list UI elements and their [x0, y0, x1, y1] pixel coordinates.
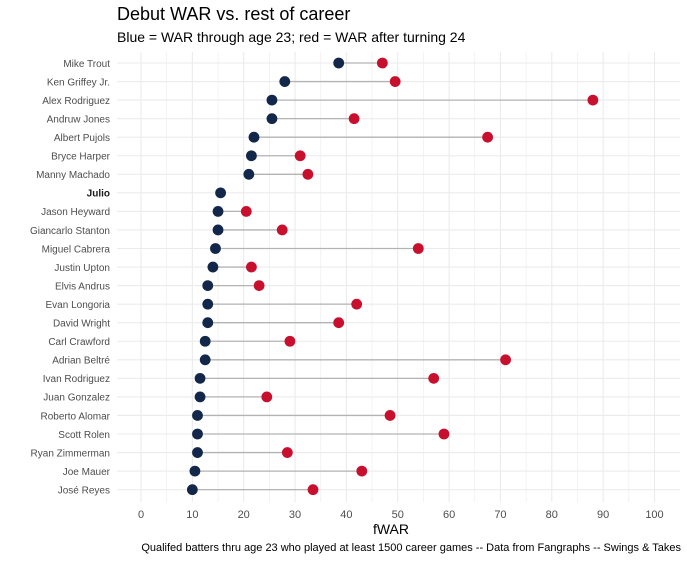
war-thru-23-point	[248, 131, 260, 143]
chart-title: Debut WAR vs. rest of career	[117, 4, 351, 24]
war-after-24-point	[438, 428, 450, 440]
war-thru-23-point	[192, 428, 203, 440]
war-thru-23-point	[194, 372, 206, 384]
war-thru-23-point	[215, 187, 226, 199]
war-thru-23-point	[189, 465, 201, 477]
war-thru-23-point	[192, 447, 203, 458]
chart-caption: Qualifed batters thru age 23 who played …	[141, 542, 681, 554]
war-after-24-point	[261, 391, 273, 403]
war-after-24-point	[376, 57, 388, 69]
y-tick-label: Bryce Harper	[51, 152, 111, 163]
x-tick-label: 20	[238, 509, 250, 521]
war-thru-23-point	[194, 391, 206, 403]
war-after-24-point	[384, 410, 396, 421]
war-thru-23-point	[212, 224, 224, 236]
war-after-24-point	[348, 113, 360, 125]
y-tick-label: David Wright	[53, 319, 110, 330]
war-after-24-point	[389, 76, 401, 87]
war-after-24-point	[246, 261, 257, 273]
y-tick-label: Roberto Alomar	[41, 411, 111, 422]
x-tick-label: 100	[645, 509, 663, 521]
war-thru-23-point	[333, 57, 345, 69]
war-after-24-point	[412, 243, 424, 254]
war-after-24-point	[281, 447, 293, 458]
war-after-24-point	[428, 372, 440, 384]
war-thru-23-point	[243, 168, 255, 180]
y-tick-label: Alex Rodriguez	[42, 96, 110, 107]
war-thru-23-point	[246, 150, 257, 162]
war-after-24-point	[356, 465, 368, 477]
war-thru-23-point	[202, 317, 214, 329]
x-tick-label: 10	[186, 509, 198, 521]
y-tick-label: Ryan Zimmerman	[31, 448, 110, 459]
x-tick-label: 70	[494, 509, 506, 521]
war-thru-23-point	[212, 206, 224, 217]
war-after-24-point	[302, 168, 314, 180]
point-layer	[186, 57, 599, 496]
y-tick-label: Scott Rolen	[58, 430, 110, 441]
y-tick-label: Juan Gonzalez	[43, 393, 110, 404]
y-tick-label: Manny Machado	[36, 170, 110, 181]
war-after-24-point	[240, 206, 252, 217]
war-after-24-point	[253, 280, 265, 291]
y-tick-label: Miguel Cabrera	[42, 244, 111, 255]
y-tick-label: Jason Heyward	[41, 207, 110, 218]
x-tick-label: 80	[546, 509, 558, 521]
x-axis-title: fWAR	[373, 521, 409, 537]
y-tick-label: Giancarlo Stanton	[30, 226, 110, 237]
y-tick-label: Ken Griffey Jr.	[47, 77, 110, 88]
war-after-24-point	[284, 335, 296, 347]
war-thru-23-point	[202, 298, 214, 310]
y-tick-label: Mike Trout	[63, 59, 110, 70]
y-tick-label: Adrian Beltré	[52, 356, 110, 367]
x-tick-label: 60	[443, 509, 455, 521]
war-thru-23-point	[202, 280, 214, 291]
war-after-24-point	[333, 317, 345, 329]
y-tick-label: José Reyes	[58, 485, 110, 496]
y-tick-label: Julio	[87, 189, 110, 200]
war-after-24-point	[482, 131, 494, 143]
y-tick-label: Joe Mauer	[63, 467, 111, 478]
war-thru-23-point	[210, 243, 221, 254]
x-tick-label: 90	[597, 509, 609, 521]
war-after-24-point	[500, 354, 511, 366]
y-tick-label: Evan Longoria	[46, 300, 111, 311]
y-axis-labels: Mike Trout Ken Griffey Jr. Alex Rodriguez A…	[30, 59, 111, 497]
war-thru-23-point	[192, 410, 203, 421]
x-tick-label: 30	[289, 509, 301, 521]
y-tick-label: Justin Upton	[54, 263, 110, 274]
war-thru-23-point	[186, 484, 198, 496]
war-thru-23-point	[266, 113, 278, 125]
x-axis-ticks: 0 10 20 30 40 50 60 70 80 90 100	[138, 509, 664, 521]
war-after-24-point	[351, 298, 363, 310]
y-tick-label: Andruw Jones	[47, 114, 110, 125]
x-tick-label: 40	[340, 509, 352, 521]
x-tick-label: 0	[138, 509, 144, 521]
war-thru-23-point	[199, 335, 211, 347]
y-tick-label: Carl Crawford	[48, 337, 110, 348]
war-after-24-point	[294, 150, 306, 162]
x-tick-label: 50	[392, 509, 404, 521]
grid-layer	[117, 52, 680, 502]
war-after-24-point	[307, 484, 319, 496]
y-tick-label: Ivan Rodriguez	[43, 374, 110, 385]
war-after-24-point	[276, 224, 288, 236]
segment-layer	[192, 62, 593, 491]
war-thru-23-point	[266, 94, 278, 106]
war-thru-23-point	[207, 261, 219, 273]
war-thru-23-point	[279, 76, 291, 87]
chart-subtitle: Blue = WAR through age 23; red = WAR aft…	[117, 29, 466, 45]
y-tick-label: Albert Pujols	[54, 133, 110, 144]
y-tick-label: Elvis Andrus	[55, 281, 110, 292]
war-after-24-point	[587, 94, 599, 106]
war-thru-23-point	[199, 354, 211, 366]
